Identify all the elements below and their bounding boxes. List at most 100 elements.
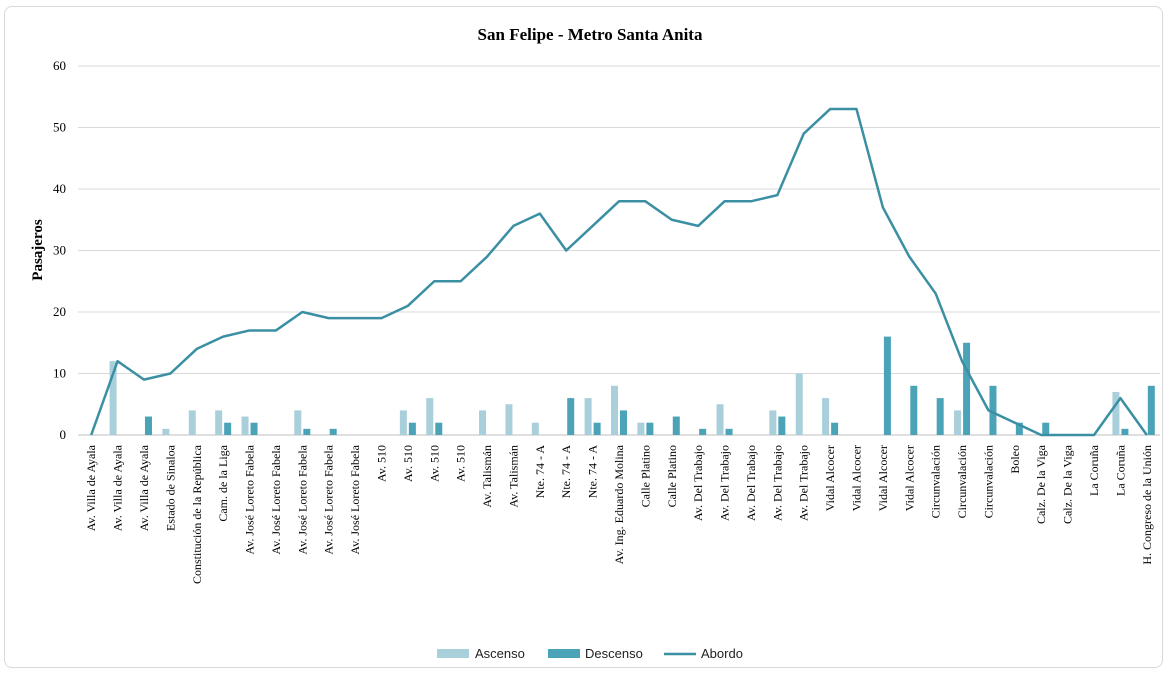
bar-descenso	[620, 410, 627, 435]
x-tick-label: Av. José Loreto Fabela	[322, 444, 336, 554]
x-tick-label: Calz. De la Viga	[1034, 444, 1048, 524]
x-tick-label: Av. Villa de Ayala	[111, 444, 125, 531]
x-tick-label: Av. Talismán	[480, 445, 494, 508]
x-tick-label: Av. Ing. Eduardo Molina	[612, 444, 626, 564]
bar-descenso	[778, 416, 786, 435]
bar-ascenso	[241, 416, 249, 435]
bar-ascenso	[479, 410, 487, 435]
x-tick-label: Av. Del Trabajo	[770, 445, 784, 521]
bar-descenso	[989, 385, 997, 435]
x-tick-label: H. Congreso de la Unión	[1140, 445, 1154, 565]
bar-descenso	[1015, 422, 1023, 435]
bar-descenso	[646, 422, 654, 435]
bar-ascenso	[637, 422, 645, 435]
bar-descenso	[329, 428, 337, 435]
bar-descenso	[725, 428, 733, 435]
y-ticks: 0 10 20 30 40 50 60	[53, 58, 66, 442]
x-tick-label: La Coruña	[1113, 444, 1127, 496]
x-tick-label: Nte. 74 - A	[559, 445, 573, 499]
y-tick-label: 50	[53, 120, 66, 135]
bar-descenso	[144, 416, 152, 435]
x-tick-label: Circunvalación	[955, 445, 969, 518]
x-tick-label: Av. Villa de Ayala	[84, 444, 98, 531]
x-tick-label: Av. Del Trabajo	[744, 445, 758, 521]
bar-ascenso	[716, 404, 724, 435]
legend-label-abordo: Abordo	[701, 646, 743, 661]
x-tick-label: Boleo	[1008, 445, 1022, 474]
bar-ascenso	[399, 410, 407, 435]
y-axis-label: Pasajeros	[30, 219, 46, 281]
bar-ascenso	[822, 398, 830, 435]
bar-descenso	[672, 416, 680, 435]
x-tick-label: Circunvalación	[929, 445, 943, 518]
bar-descenso	[250, 422, 258, 435]
bar-descenso	[936, 398, 944, 435]
x-tick-label: Vidal Alcocer	[823, 445, 837, 511]
bar-ascenso	[769, 410, 777, 435]
bar-descenso	[303, 428, 311, 435]
bar-ascenso	[954, 410, 962, 435]
bar-descenso	[435, 422, 443, 435]
x-tick-label: Vidal Alcocer	[876, 445, 890, 511]
bar-ascenso	[795, 373, 803, 435]
grid	[78, 65, 1160, 436]
bar-descenso	[883, 336, 891, 435]
bar-ascenso	[1112, 391, 1120, 435]
x-tick-label: Calz. De la Viga	[1061, 444, 1075, 524]
x-tick-label: Av. Del Trabajo	[718, 445, 732, 521]
bar-descenso	[408, 422, 416, 435]
legend-label-ascenso: Ascenso	[475, 646, 525, 661]
line-abordo	[90, 107, 1148, 437]
y-tick-label: 20	[53, 304, 66, 319]
x-tick-label: Av. 510	[374, 445, 388, 482]
bar-descenso	[831, 422, 839, 435]
bar-descenso	[699, 428, 707, 435]
x-tick-label: Estado de Sinaloa	[163, 444, 177, 531]
x-tick-label: Cam. de la Liga	[216, 444, 230, 521]
x-tick-label: Av. Villa de Ayala	[137, 444, 151, 531]
bar-ascenso	[505, 404, 513, 435]
bar-descenso	[567, 398, 575, 435]
x-tick-label: Av. 510	[454, 445, 468, 482]
x-ticks: Av. Villa de Ayala Av. Villa de Ayala Av. …	[84, 444, 1154, 584]
y-tick-label: 30	[53, 243, 66, 258]
line-series	[90, 107, 1148, 437]
legend-swatch-ascenso	[437, 649, 469, 658]
legend-swatch-descenso	[548, 649, 580, 658]
chart-title: San Felipe - Metro Santa Anita	[478, 25, 703, 44]
x-tick-label: Av. 510	[427, 445, 441, 482]
x-tick-label: Nte. 74 - A	[533, 445, 547, 499]
x-tick-label: Calle Platino	[665, 445, 679, 507]
bar-ascenso	[584, 398, 592, 435]
x-tick-label: Av. José Loreto Fabela	[348, 444, 362, 554]
x-tick-label: Calle Platino	[638, 445, 652, 507]
bar-ascenso	[294, 410, 302, 435]
chart-frame	[4, 6, 1163, 668]
x-tick-label: Nte. 74 - A	[586, 445, 600, 499]
x-tick-label: Vidal Alcocer	[850, 445, 864, 511]
bar-ascenso	[109, 361, 117, 435]
legend: Ascenso Descenso Abordo	[437, 646, 743, 661]
x-tick-label: Av. José Loreto Fabela	[269, 444, 283, 554]
x-tick-label: Vidal Alcocer	[902, 445, 916, 511]
x-tick-label: Av. José Loreto Fabela	[243, 444, 257, 554]
bar-descenso	[593, 422, 601, 435]
bar-descenso	[1121, 428, 1129, 435]
x-tick-label: Av. Talismán	[506, 445, 520, 508]
bar-descenso	[224, 422, 232, 435]
bar-ascenso	[188, 410, 196, 435]
legend-label-descenso: Descenso	[585, 646, 643, 661]
bar-ascenso	[611, 385, 618, 435]
bar-descenso	[1042, 422, 1050, 435]
x-tick-label: Constitución de la República	[190, 444, 204, 584]
bar-descenso	[1147, 385, 1155, 435]
bar-ascenso	[426, 398, 434, 435]
bar-ascenso	[215, 410, 223, 435]
x-tick-label: La Coruña	[1087, 444, 1101, 496]
bars	[109, 336, 1155, 435]
bar-descenso	[910, 385, 918, 435]
x-tick-label: Av. 510	[401, 445, 415, 482]
x-tick-label: Av. José Loreto Fabela	[295, 444, 309, 554]
y-tick-label: 40	[53, 181, 66, 196]
